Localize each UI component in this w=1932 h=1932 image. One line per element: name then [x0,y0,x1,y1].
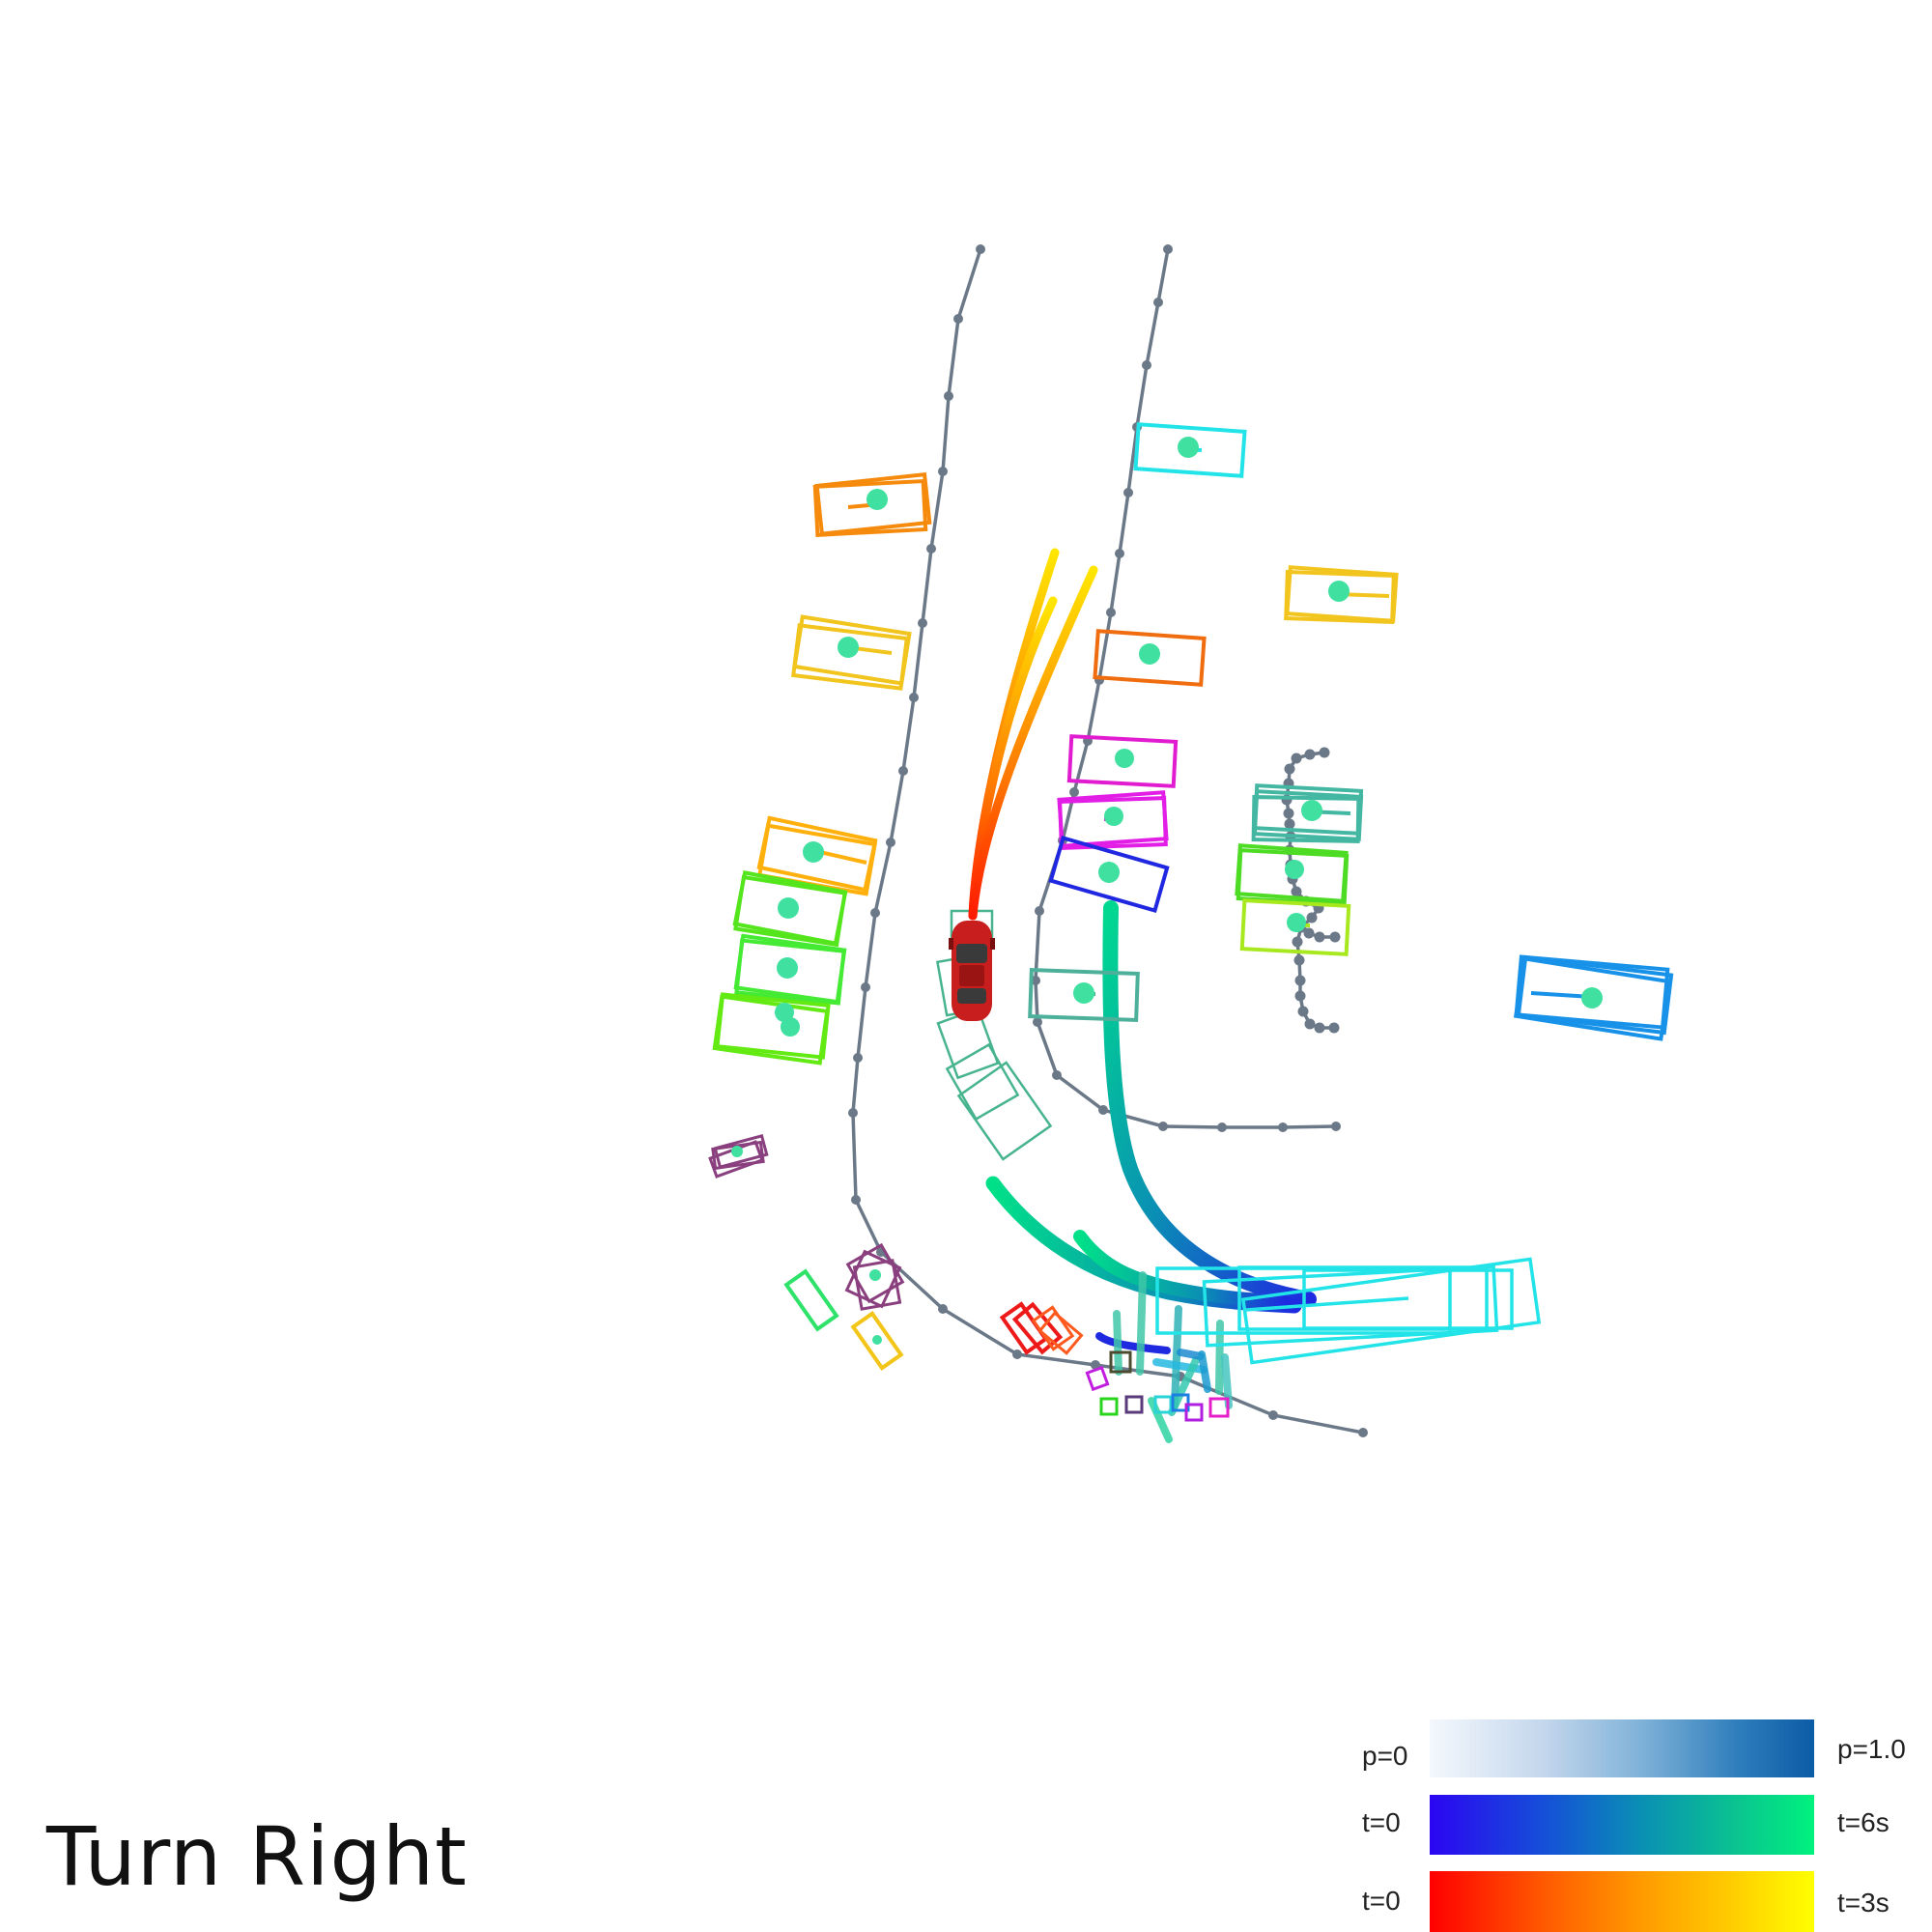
car-blue-far-right [1513,954,1674,1041]
bike-purple-bottom [844,1242,905,1311]
bike-green-bottom [783,1268,839,1332]
legend-ego-time-left-label: t=0 [1362,1886,1401,1916]
agent-trajectories [985,900,1317,1443]
car-orange-bottom [1031,1305,1084,1355]
truck-cyan [1155,1257,1542,1365]
pedestrian-traj-2 [1113,1310,1122,1376]
car-yellow-right [1284,565,1399,624]
teal-dot-icon [872,1335,882,1345]
agent-markers [731,437,1603,1345]
teal-dot-icon [1287,913,1306,932]
teal-dot-icon [838,637,859,658]
bike-yellow-bottom [850,1311,904,1371]
ego-trajectory-3 [968,565,1098,921]
car-teal-right [1251,783,1364,843]
teal-dot-icon [1139,643,1160,665]
legend-ego-time-right-label: t=3s [1837,1888,1889,1918]
car-orange-mid [1093,629,1207,687]
legend-ego-time-bar [1430,1871,1814,1932]
agent-boxes [708,422,1674,1422]
pedestrian-boxes [1085,1350,1230,1422]
legend-agent-time-bar [1430,1795,1814,1855]
parked-car-green-1 [732,870,848,948]
legend-agent-time-left-label: t=0 [1362,1807,1401,1837]
parked-car-yellow [791,614,912,691]
legend-agent-time-right-label: t=6s [1837,1807,1889,1837]
teal-dot-icon [778,897,799,919]
teal-dot-icon [777,957,798,979]
teal-dot-icon [867,489,888,510]
lane-points [848,244,1368,1437]
teal-dot-icon [869,1269,881,1281]
legend-prob-bar [1430,1719,1814,1777]
red-car-icon [949,921,995,1021]
pedestrian-traj-10 [1198,1350,1211,1393]
teal-dot-icon [1581,987,1603,1009]
pedestrian-traj-3 [1136,1271,1147,1376]
driving-command-label: Turn Right [46,1809,468,1904]
legend [1430,1719,1814,1932]
car-magenta-1 [1066,734,1179,788]
teal-dot-icon [1104,807,1123,826]
teal-dot-icon [1328,581,1350,602]
parked-car-green-3 [712,992,831,1065]
legend-prob-left-label: p=0 [1362,1741,1408,1771]
legend-prob-right-label: p=1.0 [1837,1734,1906,1764]
pedestrian-traj-4 [1171,1305,1182,1409]
teal-dot-icon [1073,982,1094,1004]
teal-dot-icon [1285,860,1304,879]
ego-trajectories [968,548,1098,921]
car-blue [1048,835,1170,914]
teal-dot-icon [803,841,824,863]
teal-dot-icon [1098,862,1120,883]
teal-dot-icon [1178,437,1199,458]
parked-car-green-2 [733,933,847,1006]
pedestrian-traj-7 [1168,1356,1200,1416]
pedestrian-traj-1 [1095,1332,1171,1354]
teal-dot-icon [1301,800,1322,821]
right-lane-boundary [1034,248,1337,1129]
teal-dot-icon [1115,749,1134,768]
teal-dot-icon [731,1146,743,1157]
teal-dot-icon [775,1003,794,1022]
agent-trajectory-main [1102,900,1317,1307]
pedestrian-traj-9 [1177,1349,1205,1360]
teal-dot-icon [781,1017,800,1037]
